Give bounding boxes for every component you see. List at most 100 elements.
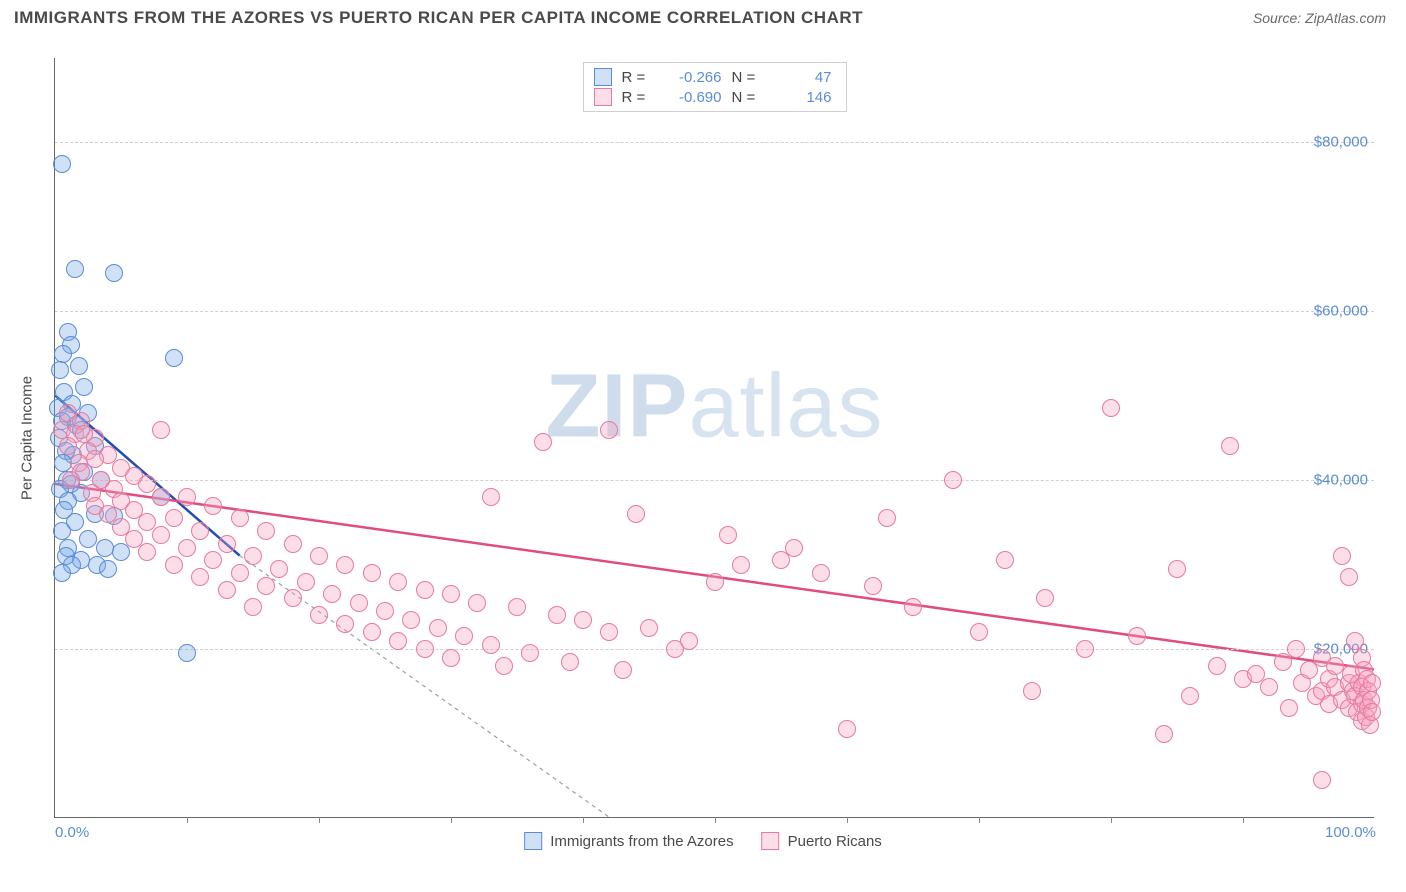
n-value: 146 xyxy=(774,89,832,106)
data-point xyxy=(257,577,275,595)
chart-title: IMMIGRANTS FROM THE AZORES VS PUERTO RIC… xyxy=(14,8,863,28)
stats-legend-row: R =-0.266N =47 xyxy=(594,67,832,87)
legend-swatch xyxy=(594,88,612,106)
data-point xyxy=(323,585,341,603)
data-point xyxy=(442,585,460,603)
data-point xyxy=(191,568,209,586)
data-point xyxy=(666,640,684,658)
legend-swatch xyxy=(524,832,542,850)
data-point xyxy=(416,640,434,658)
data-point xyxy=(284,589,302,607)
y-tick-label: $40,000 xyxy=(1314,472,1368,489)
data-point xyxy=(204,551,222,569)
data-point xyxy=(1260,678,1278,696)
data-point xyxy=(600,623,618,641)
data-point xyxy=(363,623,381,641)
x-tick-mark xyxy=(1243,817,1244,823)
data-point xyxy=(1363,703,1381,721)
data-point xyxy=(904,598,922,616)
x-tick-label: 100.0% xyxy=(1325,824,1376,841)
source-label: Source: ZipAtlas.com xyxy=(1253,10,1386,26)
n-value: 47 xyxy=(774,69,832,86)
data-point xyxy=(105,264,123,282)
y-tick-label: $80,000 xyxy=(1314,134,1368,151)
data-point xyxy=(574,611,592,629)
data-point xyxy=(152,526,170,544)
data-point xyxy=(59,437,77,455)
data-point xyxy=(508,598,526,616)
watermark-rest: atlas xyxy=(688,357,883,457)
data-point xyxy=(1076,640,1094,658)
data-point xyxy=(521,644,539,662)
data-point xyxy=(51,361,69,379)
series-legend: Immigrants from the Azores Puerto Ricans xyxy=(524,832,882,850)
data-point xyxy=(178,644,196,662)
legend-label: Immigrants from the Azores xyxy=(550,833,733,850)
data-point xyxy=(1280,699,1298,717)
data-point xyxy=(1023,682,1041,700)
data-point xyxy=(600,421,618,439)
data-point xyxy=(429,619,447,637)
data-point xyxy=(350,594,368,612)
data-point xyxy=(138,543,156,561)
data-point xyxy=(812,564,830,582)
x-tick-mark xyxy=(319,817,320,823)
data-point xyxy=(244,547,262,565)
data-point xyxy=(363,564,381,582)
data-point xyxy=(270,560,288,578)
data-point xyxy=(561,653,579,671)
data-point xyxy=(165,509,183,527)
data-point xyxy=(336,556,354,574)
data-point xyxy=(310,606,328,624)
data-point xyxy=(1221,437,1239,455)
data-point xyxy=(1287,640,1305,658)
y-tick-label: $60,000 xyxy=(1314,303,1368,320)
data-point xyxy=(152,488,170,506)
data-point xyxy=(1181,687,1199,705)
gridline xyxy=(55,649,1374,650)
data-point xyxy=(297,573,315,591)
data-point xyxy=(75,425,93,443)
n-label: N = xyxy=(732,69,764,86)
x-tick-mark xyxy=(187,817,188,823)
data-point xyxy=(468,594,486,612)
data-point xyxy=(970,623,988,641)
data-point xyxy=(627,505,645,523)
gridline xyxy=(55,311,1374,312)
data-point xyxy=(191,522,209,540)
data-point xyxy=(231,509,249,527)
data-point xyxy=(495,657,513,675)
data-point xyxy=(165,349,183,367)
data-point xyxy=(70,357,88,375)
data-point xyxy=(534,433,552,451)
data-point xyxy=(1346,632,1364,650)
legend-label: Puerto Ricans xyxy=(788,833,882,850)
data-point xyxy=(482,636,500,654)
data-point xyxy=(864,577,882,595)
data-point xyxy=(389,573,407,591)
plot-area: Per Capita Income ZIPatlas R =-0.266N =4… xyxy=(54,58,1374,818)
data-point xyxy=(75,378,93,396)
legend-item: Puerto Ricans xyxy=(762,832,882,850)
data-point xyxy=(878,509,896,527)
data-point xyxy=(944,471,962,489)
data-point xyxy=(244,598,262,616)
x-tick-mark xyxy=(979,817,980,823)
data-point xyxy=(1208,657,1226,675)
data-point xyxy=(1363,674,1381,692)
data-point xyxy=(614,661,632,679)
data-point xyxy=(1128,627,1146,645)
data-point xyxy=(231,564,249,582)
data-point xyxy=(165,556,183,574)
data-point xyxy=(53,564,71,582)
y-axis-label: Per Capita Income xyxy=(19,375,36,499)
n-label: N = xyxy=(732,89,764,106)
data-point xyxy=(66,260,84,278)
x-tick-mark xyxy=(715,817,716,823)
data-point xyxy=(53,522,71,540)
data-point xyxy=(732,556,750,574)
data-point xyxy=(204,497,222,515)
data-point xyxy=(218,581,236,599)
r-label: R = xyxy=(622,89,654,106)
gridline xyxy=(55,480,1374,481)
